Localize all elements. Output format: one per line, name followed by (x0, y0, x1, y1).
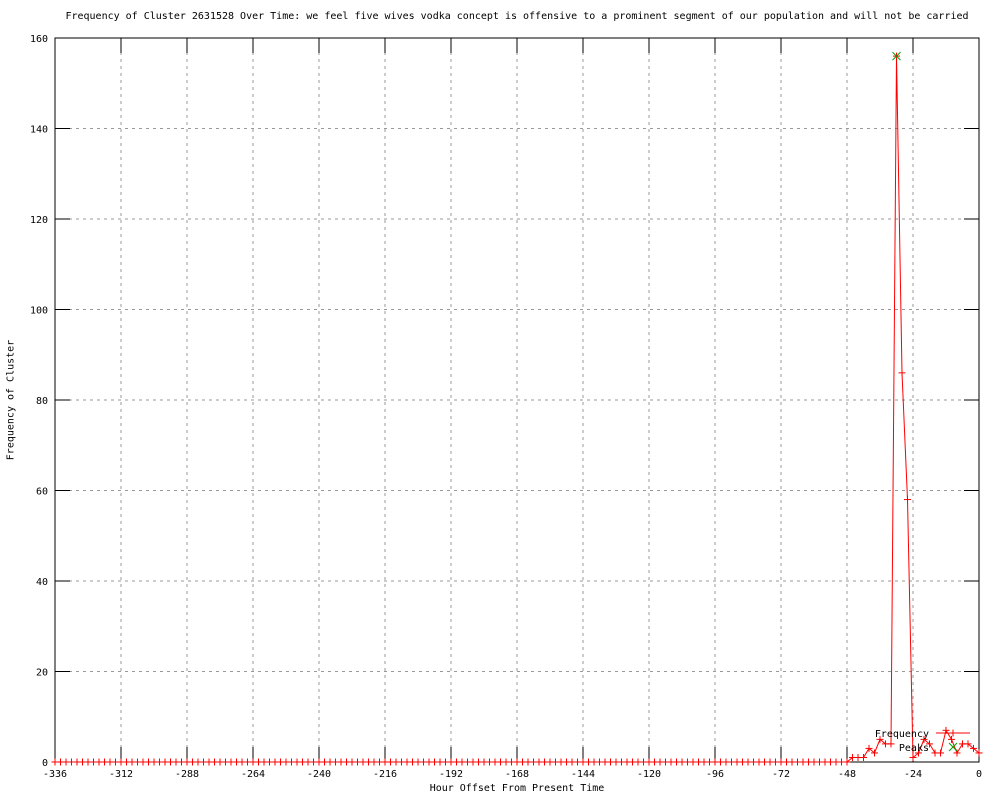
svg-text:-312: -312 (109, 769, 133, 780)
svg-text:-96: -96 (706, 769, 724, 780)
svg-text:100: 100 (30, 306, 48, 317)
svg-text:-216: -216 (373, 769, 397, 780)
x-axis-label: Hour Offset From Present Time (429, 783, 605, 794)
svg-text:160: 160 (30, 34, 48, 45)
svg-text:-336: -336 (43, 769, 67, 780)
svg-text:20: 20 (36, 668, 48, 679)
svg-text:-72: -72 (772, 769, 790, 780)
svg-text:-144: -144 (571, 769, 595, 780)
grid-lines (55, 38, 979, 762)
legend: Frequency Peaks (875, 729, 970, 754)
series-frequency (51, 52, 983, 766)
svg-text:-288: -288 (175, 769, 199, 780)
svg-text:140: 140 (30, 125, 48, 136)
svg-text:40: 40 (36, 577, 48, 588)
axes: -336 -312 -288 -264 -240 -216 -192 -168 -144 -120… (30, 34, 982, 780)
svg-text:-240: -240 (307, 769, 331, 780)
svg-text:-168: -168 (505, 769, 529, 780)
svg-text:120: 120 (30, 215, 48, 226)
svg-text:-24: -24 (904, 769, 922, 780)
legend-label-frequency: Frequency (875, 729, 929, 740)
svg-text:-264: -264 (241, 769, 265, 780)
svg-text:60: 60 (36, 487, 48, 498)
svg-text:80: 80 (36, 396, 48, 407)
svg-text:-120: -120 (637, 769, 661, 780)
legend-label-peaks: Peaks (899, 743, 929, 754)
svg-text:0: 0 (42, 758, 48, 769)
svg-text:-192: -192 (439, 769, 463, 780)
series-peaks (892, 51, 901, 61)
svg-text:0: 0 (976, 769, 982, 780)
chart-title: Frequency of Cluster 2631528 Over Time: … (65, 11, 969, 22)
svg-text:-48: -48 (838, 769, 856, 780)
